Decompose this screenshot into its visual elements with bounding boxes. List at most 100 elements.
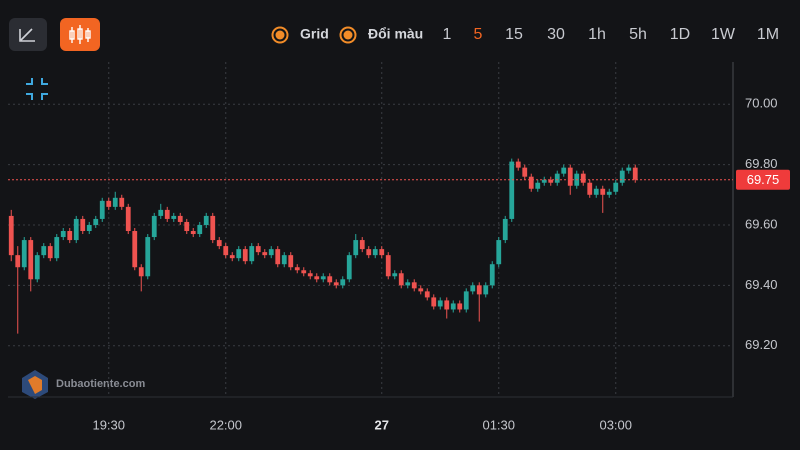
candle-body [236,249,242,259]
line-mode-button[interactable] [9,18,47,51]
candle-body [593,188,599,195]
candle-body [502,218,508,241]
candle-body [535,182,541,189]
x-tick-label: 27 [375,417,389,432]
watermark-text: Dubaotiente.com [56,378,145,390]
candle-body [444,300,450,310]
candle-body [561,167,567,174]
toggle-option[interactable]: Grid [271,26,329,44]
candle-body [418,288,424,292]
candle-body [223,246,229,256]
candle-body [28,240,34,280]
candle-body [229,255,235,259]
candle-body [385,255,391,277]
candle-body [190,231,196,235]
candle-body [320,276,326,280]
candle-body [80,218,86,232]
candle-body [392,273,398,277]
candle-body [34,255,40,280]
radio-dot [343,30,353,40]
candle-body [112,197,118,207]
candle-body [496,240,502,265]
candle-body [294,267,300,271]
candle-body [483,285,489,295]
candle-body [366,249,372,256]
candle-body [99,200,105,219]
radio-dot [275,30,285,40]
candle-body [288,255,294,268]
candle-body [151,215,157,238]
candle-body [301,270,307,274]
candle-body [307,273,313,277]
interval-button[interactable]: 5h [629,26,647,43]
candle-body [106,200,112,207]
last-price-label: 69.75 [747,172,780,187]
candle-body [177,215,183,222]
x-tick-label: 22:00 [209,417,242,432]
interval-button[interactable]: 1W [711,26,736,43]
candle-body [587,182,593,195]
candle-body [580,173,586,183]
candle-body [431,297,437,307]
y-tick-label: 69.20 [745,337,778,352]
candle-body [132,231,138,268]
candle-body [372,249,378,256]
last-price-tag [736,169,790,190]
candle-body [346,255,352,280]
candle-body [41,246,47,256]
radio [339,26,357,44]
candle-body [470,285,476,292]
interval-button[interactable]: 5 [474,26,483,43]
interval-button[interactable]: 30 [547,26,565,43]
candle-body [359,240,365,250]
candle-body [119,197,125,207]
candle-body [606,191,612,195]
y-tick-label: 69.80 [745,156,778,171]
candle-body [548,179,554,183]
candle-body [450,303,456,310]
candle-body [210,215,216,241]
candle-body [314,276,320,280]
candle-body [398,273,404,286]
candle-body [437,300,443,307]
candle-body [405,282,411,286]
x-tick-label: 03:00 [599,417,632,432]
interval-button[interactable]: 15 [505,26,523,43]
interval-button[interactable]: 1D [670,26,690,43]
interval-button[interactable]: 1h [588,26,606,43]
candle-body [184,221,190,232]
candle-body [327,276,333,283]
candle-body [333,282,339,286]
candle-body [60,231,66,238]
candle-body [619,170,625,183]
candle-body [567,167,573,186]
candle-body [528,176,534,189]
candle-body [600,188,606,195]
candle-body [281,255,287,265]
candle-body [457,303,463,310]
watermark-logo [22,370,48,399]
candle-mode-button[interactable] [60,18,100,51]
candle-body [242,249,248,262]
candle-body [541,179,547,183]
candle-body [197,224,203,235]
interval-button[interactable]: 1M [757,26,779,43]
toggle-option[interactable]: Đổi màu [339,26,424,44]
candle-body [164,209,170,219]
candle-body [424,291,430,298]
candle-body [262,252,268,256]
candle-body [158,209,164,216]
candle-body [554,173,560,183]
collapse-icon[interactable] [26,78,48,100]
radio [271,26,289,44]
interval-button[interactable]: 1 [443,26,452,43]
candle-body [411,282,417,289]
candle-body [632,167,638,180]
candle-body [216,240,222,247]
candle-body [145,237,151,277]
candle-body [249,246,255,262]
option-label: Grid [300,26,329,42]
candle-body [476,285,482,295]
candle-body [255,246,261,253]
y-tick-label: 70.00 [745,96,778,111]
